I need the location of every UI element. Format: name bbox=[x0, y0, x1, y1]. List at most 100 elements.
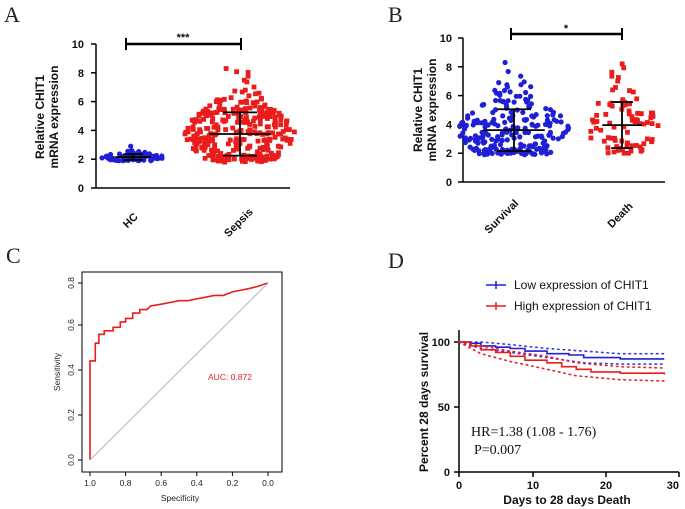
panel-a-point-sepsis bbox=[244, 115, 249, 120]
panel-a-point-sepsis bbox=[262, 146, 268, 151]
panel-b-point-survival bbox=[513, 130, 519, 136]
panel-b-point-death bbox=[607, 120, 613, 126]
panel-b-point-survival bbox=[558, 119, 564, 125]
panel-d-blue-ci-high bbox=[458, 341, 666, 355]
panel-c-lines bbox=[89, 282, 269, 461]
svg-text:50: 50 bbox=[438, 402, 450, 414]
panel-b-point-survival bbox=[517, 134, 523, 140]
panel-a-point-sepsis bbox=[276, 110, 282, 116]
panel-d-ytick: 0 bbox=[444, 467, 459, 479]
panel-a-point-sepsis bbox=[238, 99, 244, 105]
panel-b-point-survival bbox=[565, 125, 572, 131]
panel-c-frame bbox=[81, 271, 283, 473]
svg-text:20: 20 bbox=[600, 480, 612, 492]
panel-c-xtick: 0.8 bbox=[120, 472, 132, 488]
panel-b-ylabel-line1: Relative CHIT1 bbox=[411, 68, 425, 152]
panel-b-point-death bbox=[632, 119, 638, 124]
panel-b-ylabel-line2: mRNA expression bbox=[425, 59, 439, 162]
panel-a-point-sepsis bbox=[206, 153, 212, 158]
panel-a-point-sepsis bbox=[278, 144, 284, 150]
panel-b-point-death bbox=[613, 85, 618, 90]
panel-b-point-survival bbox=[493, 97, 499, 104]
panel-a-point-sepsis bbox=[243, 106, 248, 111]
panel-b-ytick: 2 bbox=[446, 148, 463, 160]
panel-a-point-sepsis bbox=[190, 127, 196, 132]
panel-a-scatter: Relative CHIT1 mRNA expression HC Sepsis… bbox=[33, 32, 297, 240]
panel-b-point-survival bbox=[493, 146, 499, 152]
panel-b-point-survival bbox=[508, 117, 514, 123]
panel-b-point-survival bbox=[499, 130, 505, 136]
panel-b-point-survival bbox=[496, 80, 502, 86]
panel-d-xtick: 30 bbox=[667, 472, 680, 492]
svg-text:30: 30 bbox=[667, 480, 679, 492]
panel-a-point-sepsis bbox=[200, 145, 206, 151]
panel-b-point-death bbox=[609, 69, 615, 75]
panel-b-point-survival bbox=[522, 129, 528, 136]
panel-a-point-sepsis bbox=[284, 119, 289, 125]
panel-a-point-sepsis bbox=[238, 107, 244, 113]
panel-b-point-death bbox=[626, 150, 631, 156]
panel-a-point-sepsis bbox=[278, 117, 284, 123]
panel-b-point-death bbox=[608, 100, 614, 106]
panel-a-ylabel-line2: mRNA expression bbox=[47, 66, 61, 169]
panel-b-point-survival bbox=[457, 133, 463, 139]
panel-b-point-death bbox=[609, 73, 615, 79]
panel-b-point-death bbox=[626, 108, 632, 114]
panel-b-point-survival bbox=[502, 59, 508, 66]
panel-a-ytick: 4 bbox=[78, 125, 96, 137]
panel-a-point-sepsis bbox=[265, 109, 270, 115]
panel-b-point-survival bbox=[469, 110, 476, 116]
panel-a-ytick: 10 bbox=[72, 39, 96, 51]
panel-b-point-survival bbox=[547, 129, 554, 135]
panel-a-point-sepsis bbox=[283, 127, 289, 133]
panel-a-point-sepsis bbox=[236, 108, 241, 114]
panel-a-point-hc bbox=[116, 151, 123, 157]
panel-b-point-death bbox=[627, 101, 632, 107]
panel-a-point-sepsis bbox=[253, 91, 258, 97]
panel-a-point-sepsis bbox=[201, 141, 207, 147]
panel-a-point-sepsis bbox=[209, 119, 215, 125]
panel-b-point-death bbox=[624, 143, 630, 149]
panel-a-point-sepsis bbox=[257, 107, 262, 113]
panel-b-point-survival bbox=[513, 93, 519, 99]
panel-b-point-death bbox=[611, 149, 617, 155]
panel-a-point-hc bbox=[99, 155, 105, 161]
panel-b-scatter: Relative CHIT1 mRNA expression Survival … bbox=[411, 23, 665, 236]
panel-b-point-death bbox=[637, 144, 643, 150]
svg-text:6: 6 bbox=[446, 91, 452, 103]
panel-a-point-sepsis bbox=[236, 111, 241, 117]
svg-text:0.6: 0.6 bbox=[66, 319, 76, 331]
panel-a-point-sepsis bbox=[245, 129, 251, 135]
svg-text:0: 0 bbox=[78, 183, 84, 195]
panel-label-b: B bbox=[388, 2, 403, 27]
panel-d-ylabel: Percent 28 days survival bbox=[417, 332, 431, 472]
panel-b-point-survival bbox=[548, 149, 554, 155]
panel-a-point-sepsis bbox=[285, 136, 290, 142]
panel-b-point-death bbox=[603, 112, 609, 117]
svg-text:0.4: 0.4 bbox=[191, 478, 203, 488]
panel-b-point-death bbox=[645, 120, 650, 125]
panel-a-point-hc bbox=[148, 158, 154, 164]
panel-a-point-sepsis bbox=[203, 106, 209, 112]
panel-d-xtick: 20 bbox=[600, 472, 612, 492]
panel-b-point-death bbox=[620, 97, 626, 103]
panel-b-point-death bbox=[644, 136, 650, 142]
panel-a-point-sepsis bbox=[227, 137, 233, 143]
panel-a-point-sepsis bbox=[255, 149, 260, 155]
panel-a-point-sepsis bbox=[210, 110, 215, 116]
panel-d-red-ci-low bbox=[458, 341, 666, 382]
panel-a-point-sepsis bbox=[270, 130, 276, 136]
panel-a-point-sepsis bbox=[288, 137, 294, 142]
panel-a-point-sepsis bbox=[283, 122, 289, 128]
panel-b-point-survival bbox=[538, 150, 545, 156]
panel-b-point-death bbox=[615, 78, 621, 84]
panel-b-point-death bbox=[641, 141, 647, 147]
panel-a-point-sepsis bbox=[292, 129, 297, 135]
panel-a-point-sepsis bbox=[265, 147, 271, 153]
panel-a-point-sepsis bbox=[257, 121, 263, 127]
panel-b-point-survival bbox=[557, 113, 564, 119]
panel-a-point-sepsis bbox=[272, 119, 278, 124]
panel-a-point-sepsis bbox=[220, 117, 226, 123]
svg-text:1.0: 1.0 bbox=[84, 478, 96, 488]
